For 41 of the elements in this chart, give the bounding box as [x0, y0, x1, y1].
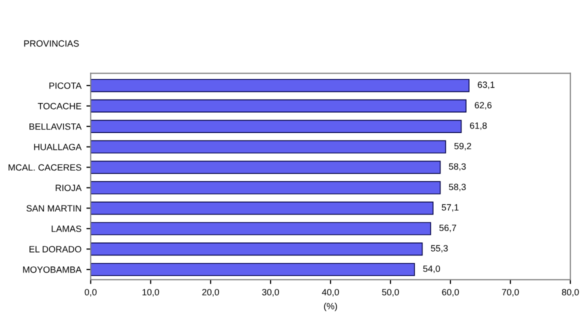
x-tick-label: 80,0 — [562, 288, 579, 296]
y-tick-label: PICOTA — [49, 82, 82, 89]
y-tick-label: LAMAS — [52, 226, 82, 232]
data-label: 62,6 — [474, 102, 492, 110]
bar — [90, 99, 466, 113]
data-label: 58,3 — [448, 184, 466, 192]
bar — [90, 222, 432, 236]
x-tick-label: 10,0 — [142, 288, 160, 296]
y-tick-label: MOYOBAMBA — [23, 266, 82, 273]
bar — [90, 181, 441, 194]
y-tick-label: SAN MARTIN — [26, 205, 81, 212]
data-label: 59,2 — [454, 142, 472, 150]
y-tick-label: HUALLAGA — [34, 144, 82, 150]
x-axis-title: (%) — [324, 302, 337, 312]
bar — [90, 140, 446, 154]
data-label: 61,8 — [470, 122, 487, 130]
y-tick-label: MCAL. CACERES — [8, 164, 82, 171]
data-label: 58,3 — [448, 163, 466, 171]
data-label: 63,1 — [478, 82, 494, 90]
data-label: 54,0 — [423, 266, 440, 273]
bar — [90, 242, 423, 256]
x-tick-label: 30,0 — [262, 288, 279, 296]
bar — [90, 78, 470, 92]
bar — [90, 262, 415, 276]
bar — [90, 202, 434, 215]
y-tick-label: RIOJA — [56, 184, 82, 192]
x-tick-label: 40,0 — [322, 288, 339, 296]
x-tick-label: 20,0 — [202, 288, 220, 296]
x-tick-label: 60,0 — [442, 288, 459, 296]
x-tick-label: 0,0 — [84, 288, 97, 296]
x-tick-label: 70,0 — [502, 288, 519, 296]
x-tick-label: 50,0 — [382, 288, 399, 296]
bar — [90, 160, 441, 174]
data-label: 57,1 — [442, 204, 459, 212]
bar — [90, 120, 462, 133]
y-tick-label: BELLAVISTA — [30, 123, 82, 130]
y-axis-title: PROVINCIAS — [24, 40, 79, 47]
y-tick-label: EL DORADO — [30, 246, 82, 252]
y-tick-label: TOCACHE — [38, 102, 82, 110]
data-label: 56,7 — [439, 224, 456, 232]
data-label: 55,3 — [430, 245, 448, 253]
